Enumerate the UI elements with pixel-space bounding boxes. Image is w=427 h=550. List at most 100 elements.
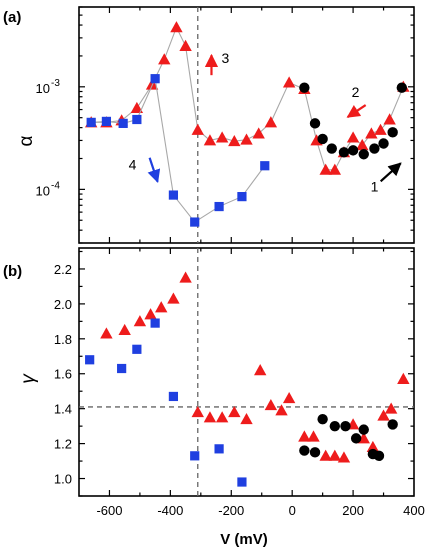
panel-a-triangle-series-point xyxy=(365,127,378,139)
panel-a-square-series-point xyxy=(168,190,179,200)
panel-a-square-series-point xyxy=(237,192,247,202)
panel-b-triangle-series-point xyxy=(337,451,351,463)
panel-b-ylabel: γ xyxy=(18,373,39,384)
y-tick-label: 1.0 xyxy=(54,472,72,487)
panel-b-circle-series-point xyxy=(329,420,341,432)
panel-b-triangle-series-point xyxy=(298,430,311,442)
annotation-arrow-1 xyxy=(379,162,402,183)
x-tick-label: 400 xyxy=(403,503,425,518)
panel-b-triangle-series-point xyxy=(228,405,241,418)
panel-a-triangle-series-point xyxy=(383,113,396,125)
panel-b-triangle-series-point xyxy=(384,402,398,414)
panel-b-triangle-series-point xyxy=(319,449,332,461)
panel-a-square-series-point xyxy=(150,74,160,84)
panel-b-triangle-series-point xyxy=(275,404,288,416)
panel-b-circle-series-point xyxy=(309,447,321,458)
panel-b-square-series-point xyxy=(237,477,247,487)
annotation-label-2: 2 xyxy=(352,84,360,100)
x-tick-label: 200 xyxy=(342,503,364,518)
panel-a-circle-series-point xyxy=(369,143,380,154)
panel-a-square-series-point xyxy=(190,217,200,227)
panel-a-square-series-point xyxy=(260,161,270,171)
panel-a-ylabel: α xyxy=(16,135,37,146)
x-tick-label: -600 xyxy=(96,503,122,518)
panel-a-frame xyxy=(78,6,415,244)
y-tick-label: 1.4 xyxy=(54,402,72,417)
panel-a-triangle-series-point xyxy=(328,163,342,175)
panel-a-triangle-series-point xyxy=(145,78,159,90)
panel-a-circle-series-point xyxy=(378,138,389,149)
panel-a-triangle-series-point xyxy=(179,39,192,51)
panel-b-triangle-series-point xyxy=(133,315,147,327)
panel-a-triangle-series-point xyxy=(191,123,204,135)
y-tick-label: 10 xyxy=(36,81,50,96)
panel-a-triangle-series-point xyxy=(215,131,229,143)
panel-a-circle-series-point xyxy=(299,82,310,93)
x-tick-label: -200 xyxy=(218,503,244,518)
panel-b-triangle-series-point xyxy=(264,398,278,411)
panel-b-circle-series-point xyxy=(387,419,398,430)
annotation-arrow-2 xyxy=(346,104,367,118)
panel-b-circle-series-point xyxy=(317,413,328,425)
panel-a-circle-series-point xyxy=(347,145,359,156)
panel-a-square-series-point xyxy=(214,201,224,212)
panel-a-square-series-point xyxy=(101,116,112,126)
panel-b-plot-area: -600 -400 -200 0 200 400 1.0 1.2 1.4 1.6 1.8 2.0 2.2 xyxy=(54,247,425,518)
panel-b: (b) γ V (mV) -600 -400 -200 0 200 400 1.0 1.2 1.… xyxy=(3,247,425,548)
panel-a-circle-series-point xyxy=(396,82,408,93)
panel-a-circle-series-point xyxy=(338,147,350,158)
panel-b-triangle-series-point xyxy=(203,411,217,423)
panel-b-triangle-series-point xyxy=(307,430,320,442)
y-tick-label: 1.8 xyxy=(54,332,72,347)
x-tick-label: -400 xyxy=(157,503,183,518)
panel-a-circle-series-point xyxy=(387,127,398,138)
panel-b-triangle-series-point xyxy=(215,411,229,423)
panel-b-circle-series-point xyxy=(373,450,385,462)
panel-a-triangle-series-point xyxy=(203,134,217,146)
x-axis-label: V (mV) xyxy=(220,531,268,548)
panel-b-square-series-point xyxy=(150,318,160,328)
x-tick-label: 0 xyxy=(289,503,296,518)
panel-b-circle-series-point xyxy=(358,424,369,435)
panel-a-triangle-series-point xyxy=(264,116,278,128)
panel-b-square-series-point xyxy=(117,363,127,374)
panel-a-triangle-series-point xyxy=(374,123,387,135)
panel-b-triangle-series-point xyxy=(282,391,296,404)
panel-a-square-series-point xyxy=(86,117,96,127)
y-tick-label-exponent: -3 xyxy=(51,78,60,89)
panel-b-triangle-series-point xyxy=(240,412,253,425)
y-tick-label: 1.6 xyxy=(54,367,72,382)
panel-b-label: (b) xyxy=(3,263,22,280)
y-tick-label-exponent: -4 xyxy=(51,180,60,191)
panel-a-triangle-series-point xyxy=(346,131,360,143)
panel-a-square-series-point xyxy=(118,118,128,128)
panel-b-circle-series-point xyxy=(350,433,362,444)
panel-a-triangle-series-point xyxy=(170,21,183,33)
panel-b-square-series-point xyxy=(168,391,179,402)
panel-a-triangle-series-point xyxy=(252,127,265,139)
panel-b-square-series-point xyxy=(214,444,224,454)
annotation-arrow-4 xyxy=(147,157,161,183)
panel-b-triangle-series-point xyxy=(366,440,380,453)
panel-a-circle-series-point xyxy=(309,118,321,129)
y-tick-label: 1.2 xyxy=(54,437,72,452)
panel-a-circle-series-point xyxy=(326,143,337,154)
y-tick-label: 2.2 xyxy=(54,262,72,277)
panel-b-triangle-series-point xyxy=(328,449,342,461)
panel-b-square-series-point xyxy=(132,344,142,354)
panel-a-triangle-series-point xyxy=(319,163,332,175)
panel-b-square-series-point xyxy=(190,451,200,461)
panel-a-circle-series-point xyxy=(358,149,369,160)
annotation-label-1: 1 xyxy=(371,178,379,194)
panel-a-triangle-series-point xyxy=(130,101,144,114)
panel-b-circle-series-point xyxy=(299,445,310,456)
panel-b-triangle-series-point xyxy=(254,364,267,376)
panel-b-triangle-series-point xyxy=(167,292,180,304)
panel-a-square-series-line xyxy=(91,76,266,223)
y-tick-label: 10 xyxy=(36,183,50,198)
panel-a-triangle-series-point xyxy=(158,53,171,65)
panel-a-triangle-series-point xyxy=(356,138,369,151)
